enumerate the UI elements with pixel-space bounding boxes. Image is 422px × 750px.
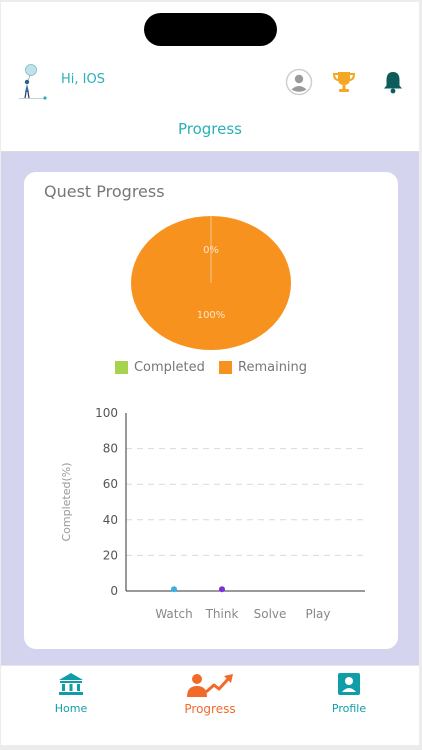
nav-progress-label: Progress bbox=[184, 702, 236, 716]
card-title: Quest Progress bbox=[44, 182, 165, 201]
legend-completed: Completed bbox=[114, 360, 205, 375]
y-tick-label: 40 bbox=[103, 513, 118, 527]
page-title: Progress bbox=[177, 120, 242, 138]
legend-remaining: Remaining bbox=[219, 360, 307, 375]
y-tick-label: 0 bbox=[110, 584, 118, 598]
y-tick-label: 80 bbox=[103, 442, 118, 456]
x-tick-label: Play bbox=[305, 607, 330, 621]
legend-remaining-swatch bbox=[219, 361, 232, 374]
y-axis-label: Completed(%) bbox=[60, 462, 73, 541]
x-tick-label: Watch bbox=[155, 607, 192, 621]
y-tick-label: 60 bbox=[103, 477, 118, 491]
legend-completed-swatch bbox=[114, 361, 128, 374]
nav-home-label: Home bbox=[54, 702, 88, 715]
profile-icon bbox=[338, 673, 360, 695]
header-divider bbox=[1, 151, 419, 152]
nav-progress[interactable]: Progress bbox=[165, 672, 255, 716]
bottom-nav: Home Progress Profile bbox=[1, 665, 419, 745]
y-tick-label: 100 bbox=[95, 406, 118, 420]
dynamic-island bbox=[144, 13, 277, 46]
pie-label-completed: 0% bbox=[203, 245, 219, 256]
avatar-icon[interactable] bbox=[285, 68, 313, 96]
greeting-text: Hi, IOS bbox=[61, 72, 105, 87]
data-point-think bbox=[219, 586, 225, 593]
x-tick-label: Think bbox=[205, 607, 239, 621]
data-point-watch bbox=[171, 586, 177, 593]
bell-icon[interactable] bbox=[379, 68, 407, 96]
legend-remaining-label: Remaining bbox=[238, 360, 308, 375]
trophy-icon[interactable] bbox=[330, 68, 358, 96]
pie-legend: Completed Remaining bbox=[24, 360, 398, 378]
nav-profile-label: Profile bbox=[331, 702, 367, 715]
app-logo[interactable] bbox=[15, 62, 51, 100]
nav-home[interactable]: Home bbox=[26, 672, 116, 715]
pie-label-remaining: 100% bbox=[197, 310, 226, 321]
nav-profile[interactable]: Profile bbox=[304, 672, 394, 715]
bank-icon bbox=[59, 673, 83, 695]
progress-icon bbox=[187, 674, 233, 697]
completion-scatter-chart: 0 20 40 60 80 100 Completed(%) Watch Think Solve P… bbox=[60, 406, 365, 621]
x-tick-label: Solve bbox=[254, 607, 287, 621]
quest-progress-card: Quest Progress 0% 100% Completed Remainin… bbox=[24, 172, 398, 649]
y-tick-label: 20 bbox=[103, 548, 118, 562]
legend-completed-label: Completed bbox=[133, 360, 205, 375]
top-bar: Hi, IOS bbox=[1, 58, 419, 106]
quest-pie-chart: 0% 100% bbox=[131, 216, 291, 350]
content-area: Quest Progress 0% 100% Completed Remainin… bbox=[1, 152, 419, 665]
